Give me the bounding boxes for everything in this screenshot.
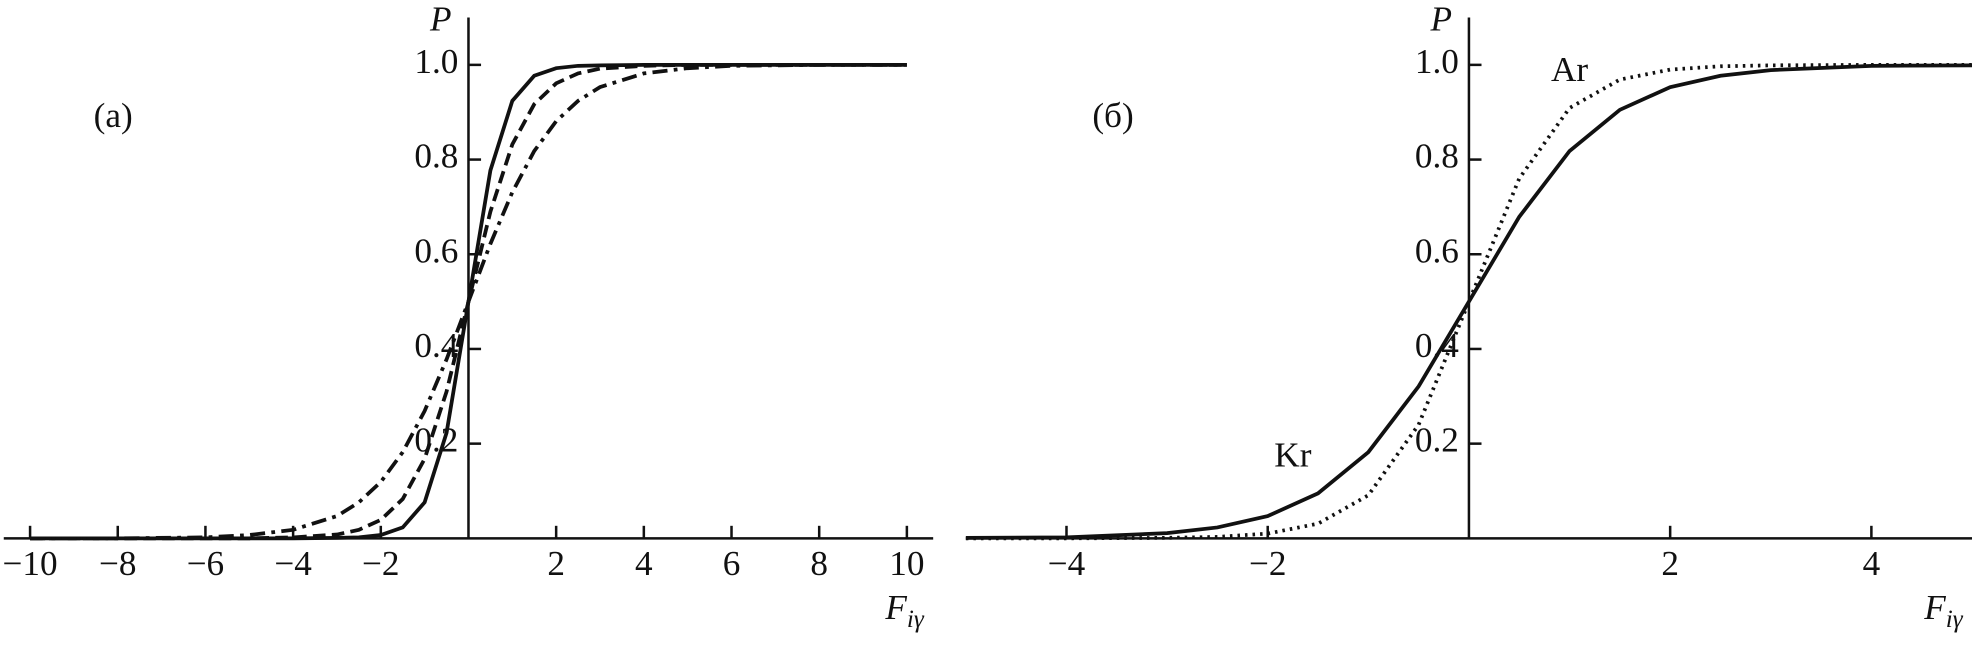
y-tick-label: 0.8 <box>414 137 458 176</box>
x-tick-label: 4 <box>635 544 653 583</box>
y-tick-label: 0.2 <box>1415 421 1459 460</box>
y-tick-label: 0.6 <box>414 231 458 270</box>
x-tick-label: −2 <box>362 544 399 583</box>
y-tick-label: 1.0 <box>414 42 458 81</box>
x-axis-label: Fiγ <box>884 588 925 633</box>
x-tick-label: 2 <box>1661 544 1679 583</box>
x-axis-label: Fiγ <box>1923 588 1964 633</box>
series-label: Kr <box>1274 435 1311 474</box>
x-tick-label: −6 <box>187 544 224 583</box>
y-axis-label: P <box>1430 0 1453 39</box>
x-tick-label: −4 <box>1048 544 1086 583</box>
panel-label: (a) <box>94 96 133 135</box>
y-tick-label: 0.6 <box>1415 231 1459 270</box>
x-tick-label: −2 <box>1249 544 1286 583</box>
series-line <box>30 62 907 541</box>
x-tick-label: 2 <box>547 544 565 583</box>
x-tick-label: 6 <box>723 544 741 583</box>
x-axis-label-main: F <box>884 588 907 627</box>
x-axis-label-sub: iγ <box>907 606 925 633</box>
x-tick-label: 8 <box>810 544 828 583</box>
x-axis-label-sub: iγ <box>1946 606 1964 633</box>
y-tick-label: 0.4 <box>414 326 458 365</box>
x-tick-label: −10 <box>3 544 58 583</box>
series-label: Ar <box>1551 50 1588 89</box>
y-tick-label: 0.8 <box>1415 137 1459 176</box>
series-line <box>965 62 1972 541</box>
x-tick-label: 4 <box>1863 544 1881 583</box>
x-tick-label: −4 <box>274 544 312 583</box>
x-tick-label: −8 <box>99 544 136 583</box>
series-line <box>965 63 1972 540</box>
y-tick-label: 1.0 <box>1415 42 1459 81</box>
y-axis-label: P <box>429 0 452 39</box>
x-axis-label-main: F <box>1923 588 1946 627</box>
x-tick-label: 10 <box>889 544 924 583</box>
panel-label: (б) <box>1092 96 1133 135</box>
